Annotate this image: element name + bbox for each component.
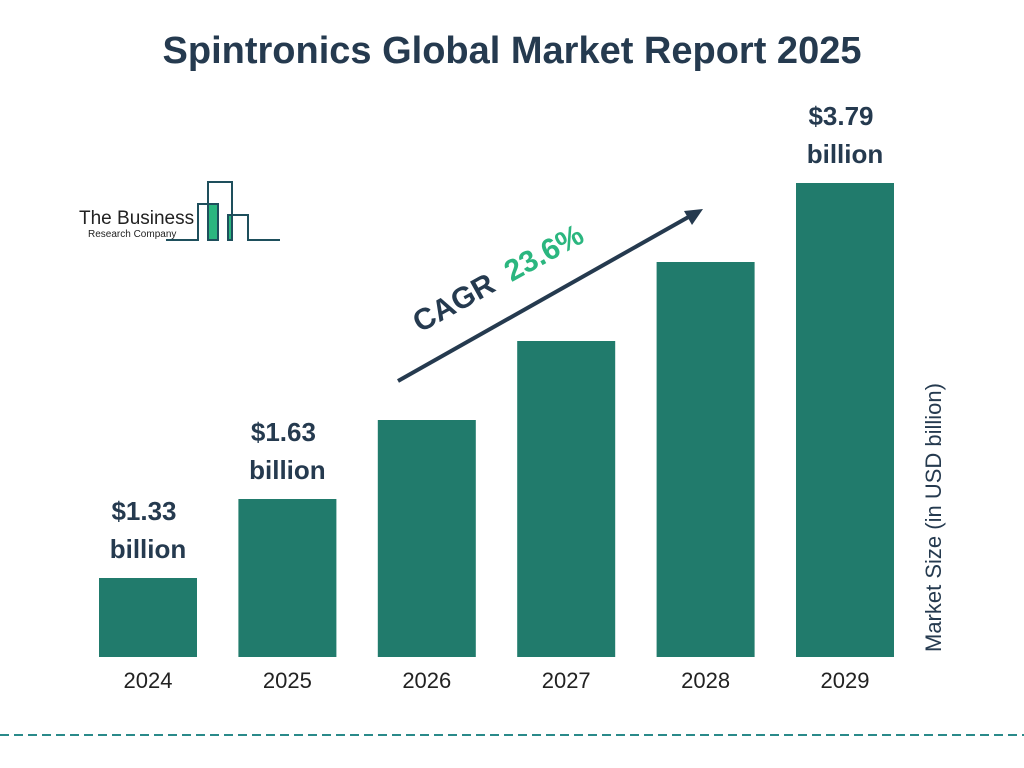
cagr-value: 23.6% (499, 218, 589, 288)
cagr-arrow (397, 213, 693, 383)
data-label: billion (110, 534, 187, 564)
x-tick-label: 2028 (681, 668, 730, 693)
bar-2024 (99, 578, 197, 657)
arrow-head-icon (684, 209, 703, 225)
x-tick-label: 2027 (542, 668, 591, 693)
data-label: billion (807, 139, 884, 169)
bar-2027 (517, 341, 616, 657)
x-tick-label: 2024 (124, 668, 173, 693)
cagr-label: CAGR (407, 267, 501, 339)
bar-2025 (238, 499, 337, 657)
bar-2028 (656, 262, 755, 657)
data-label: $1.33 (111, 496, 176, 526)
logo-line2: Research Company (88, 229, 176, 240)
data-label: billion (249, 455, 326, 485)
bar-2026 (377, 420, 476, 657)
data-label: $3.79 (808, 101, 873, 131)
logo: The Business Research Company (79, 181, 280, 241)
bar-2029 (796, 183, 894, 657)
y-axis-label: Market Size (in USD billion) (921, 383, 946, 652)
chart-title: Spintronics Global Market Report 2025 (162, 30, 862, 72)
data-label: $1.63 (251, 417, 316, 447)
logo-line1: The Business (79, 208, 194, 229)
svg-text:CAGR 23.6%: CAGR 23.6% (407, 218, 589, 339)
x-tick-label: 2026 (402, 668, 451, 693)
x-tick-label: 2025 (263, 668, 312, 693)
x-tick-label: 2029 (821, 668, 870, 693)
